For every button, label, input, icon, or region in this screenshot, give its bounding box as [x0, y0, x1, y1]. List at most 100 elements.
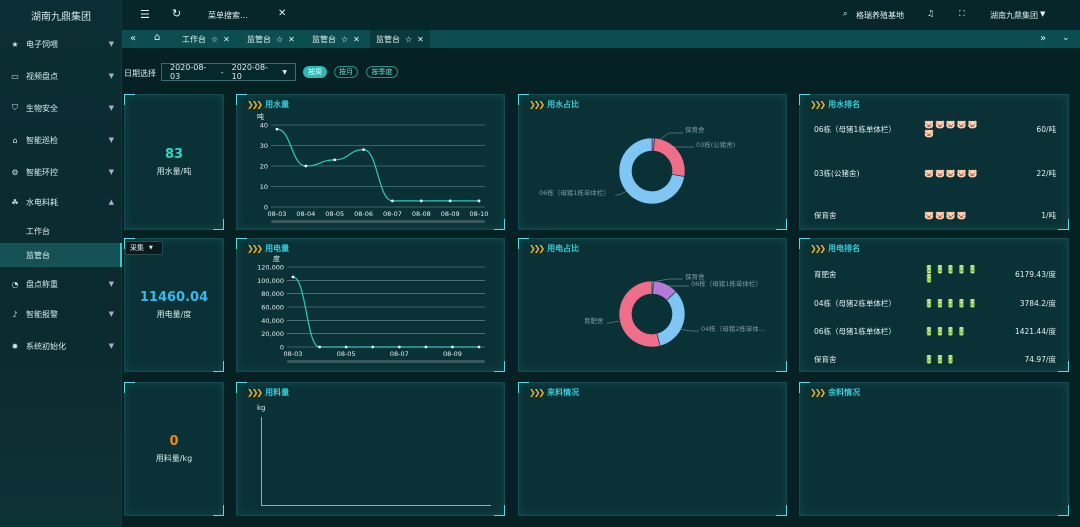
panel-title: ❯❯❯ 来料情况 — [529, 387, 579, 398]
water-total-label: 用水量/吨 — [156, 167, 192, 176]
sidebar-item-label: 智能报警 — [26, 309, 58, 319]
water-total-value: 83 — [164, 147, 184, 162]
water-usage-panel: ❯❯❯ 用水量 吨 0 10 20 30 40 08-03 08-04 08-05 08-06 08-… — [236, 94, 505, 230]
data-point — [304, 164, 308, 168]
panel-title: ❯❯❯ 用料量 — [247, 387, 289, 398]
series-line — [276, 128, 479, 202]
y-tick-label: 40 — [260, 122, 268, 130]
rank-name: 保育舍 — [814, 210, 837, 220]
sidebar-item-init[interactable]: ✹ 系统初始化 ▼ — [0, 330, 122, 362]
water-usage-chart: 吨 0 10 20 30 40 08-03 08-04 08-05 08-06 08-07 08-08… — [257, 112, 488, 223]
sidebar-item-env[interactable]: ⚙ 智能环控 ▼ — [0, 156, 122, 188]
close-icon[interactable]: ✕ — [278, 8, 287, 19]
feed-total-value: 0 — [169, 434, 179, 449]
data-point — [451, 345, 454, 349]
tab-label: 监管台 — [376, 34, 400, 44]
rank-value: 74.97/度 — [1024, 354, 1057, 364]
brand-title: 湖南九鼎集团 — [31, 11, 91, 23]
y-tick-label: 20,000 — [261, 330, 284, 338]
sidebar-item-label: 生物安全 — [26, 103, 58, 113]
data-point — [448, 199, 452, 203]
data-point — [391, 199, 394, 203]
data-point — [275, 127, 279, 131]
star-outline-icon[interactable]: ☆ — [405, 34, 413, 44]
sidebar-item-alarm[interactable]: ♪ 智能报警 ▼ — [0, 298, 122, 330]
rank-value: 60/吨 — [1036, 124, 1056, 134]
close-icon[interactable]: ✕ — [417, 34, 424, 44]
chevron-down-icon: ▼ — [108, 104, 114, 112]
sidebar-item-biosecurity[interactable]: ⛉ 生物安全 ▼ — [0, 92, 122, 124]
panel-title-text: 余料情况 — [828, 388, 861, 397]
menu-search-input[interactable]: 菜单搜索... — [208, 11, 248, 20]
double-chevron-left-icon[interactable]: « — [130, 33, 137, 44]
y-tick-label: 0 — [280, 344, 284, 352]
slice-label: 保育舍 — [685, 272, 705, 281]
fullscreen-icon[interactable]: ⛶ — [959, 9, 965, 18]
double-chevron-right-icon[interactable]: » — [1040, 33, 1047, 44]
topbar: ☰ ↻ 菜单搜索... ✕ ⌕ 格瑞养殖基地 ♫ ⛶ 湖南九鼎集团 ▼ — [122, 0, 1080, 30]
home-icon: ⌂ — [12, 135, 18, 145]
close-icon[interactable]: ✕ — [353, 34, 360, 44]
hamburger-icon[interactable]: ☰ — [140, 8, 150, 21]
chevron-down-icon: ▼ — [108, 40, 114, 48]
bell-icon[interactable]: ♫ — [927, 9, 935, 18]
y-tick-label: 60,000 — [261, 304, 284, 312]
sidebar-item-feeding[interactable]: ★ 电子饲喂 ▼ — [0, 28, 122, 60]
rank-value: 3784.2/度 — [1019, 298, 1056, 308]
sidebar-item-inspection[interactable]: ⌂ 智能巡检 ▼ — [0, 124, 122, 156]
sidebar-item-consumption[interactable]: ☘ 水电料耗 ▲ — [0, 186, 122, 218]
chevron-down-icon: ▼ — [108, 136, 114, 144]
sidebar-item-label: 盘点称重 — [26, 279, 58, 289]
panel-title-text: 来料情况 — [547, 388, 580, 397]
dashboard: 日期选择 2020-08-03 - 2020-08-10 ▼ 按周 按月 按季度… — [122, 48, 1080, 527]
by-month-button[interactable]: 按月 — [334, 66, 358, 78]
refresh-icon[interactable]: ↻ — [172, 7, 182, 20]
tab-workbench[interactable]: 工作台 ☆ ✕ — [176, 30, 236, 48]
x-tick-label: 08-03 — [268, 210, 287, 218]
rank-value: 6179.43/度 — [1014, 269, 1056, 279]
panel-title: ❯❯❯ 用电排名 — [810, 243, 860, 254]
chevron-down-icon[interactable]: ⌄ — [1062, 33, 1070, 43]
caret-down-icon[interactable]: ▼ — [1040, 10, 1046, 18]
sidebar-item-video[interactable]: ▭ 视频盘点 ▼ — [0, 60, 122, 92]
sidebar-item-label: 视频盘点 — [26, 71, 58, 81]
home-icon[interactable]: ⌂ — [154, 32, 161, 43]
sidebar-item-label: 电子饲喂 — [26, 39, 58, 49]
battery-icons: 🔋🔋🔋🔋🔋 — [924, 298, 979, 308]
y-tick-label: 30 — [260, 142, 268, 150]
sidebar-subitem-workbench[interactable]: 工作台 — [26, 226, 50, 236]
y-axis-unit: 度 — [273, 255, 280, 263]
chevron-right-icon: ❯❯❯ — [810, 388, 826, 397]
sidebar-subitem-monitor[interactable]: 监管台 — [0, 243, 122, 267]
by-week-button[interactable]: 按周 — [303, 66, 327, 78]
chevron-up-icon: ▲ — [108, 198, 114, 206]
data-point — [477, 199, 481, 203]
tab-monitor-1[interactable]: 监管台 ☆ ✕ — [241, 30, 301, 48]
star-outline-icon[interactable]: ☆ — [276, 34, 284, 44]
tab-label: 监管台 — [247, 34, 271, 44]
by-season-button[interactable]: 按季度 — [366, 66, 398, 78]
search-icon[interactable]: ⌕ — [843, 9, 848, 18]
pie-slice — [656, 291, 686, 347]
tab-monitor-3[interactable]: 监管台 ☆ ✕ — [370, 30, 430, 48]
x-tick-label: 08-03 — [284, 350, 303, 358]
series-line — [292, 276, 479, 348]
close-icon[interactable]: ✕ — [223, 34, 230, 44]
y-tick-label: 100,000 — [257, 277, 284, 285]
close-icon[interactable]: ✕ — [288, 34, 295, 44]
date-range-picker[interactable]: 2020-08-03 - 2020-08-10 ▼ — [161, 63, 296, 81]
tab-monitor-2[interactable]: 监管台 ☆ ✕ — [306, 30, 366, 48]
pie-slice — [618, 137, 685, 205]
sidebar-item-weighing[interactable]: ◔ 盘点称重 ▼ — [0, 268, 122, 300]
farm-name[interactable]: 格瑞养殖基地 — [856, 11, 904, 20]
date-sep: - — [220, 67, 224, 77]
chevron-right-icon: ❯❯❯ — [247, 244, 263, 253]
org-dropdown[interactable]: 湖南九鼎集团 — [990, 11, 1038, 20]
panel-title: ❯❯❯ 余料情况 — [810, 387, 860, 398]
collect-select[interactable]: 采集 ▼ — [125, 241, 163, 255]
feed-x-axis — [261, 505, 491, 506]
chevron-right-icon: ❯❯❯ — [529, 388, 545, 397]
battery-icons: 🔋🔋🔋🔋 — [924, 326, 968, 336]
star-outline-icon[interactable]: ☆ — [341, 34, 349, 44]
star-outline-icon[interactable]: ☆ — [211, 34, 219, 44]
